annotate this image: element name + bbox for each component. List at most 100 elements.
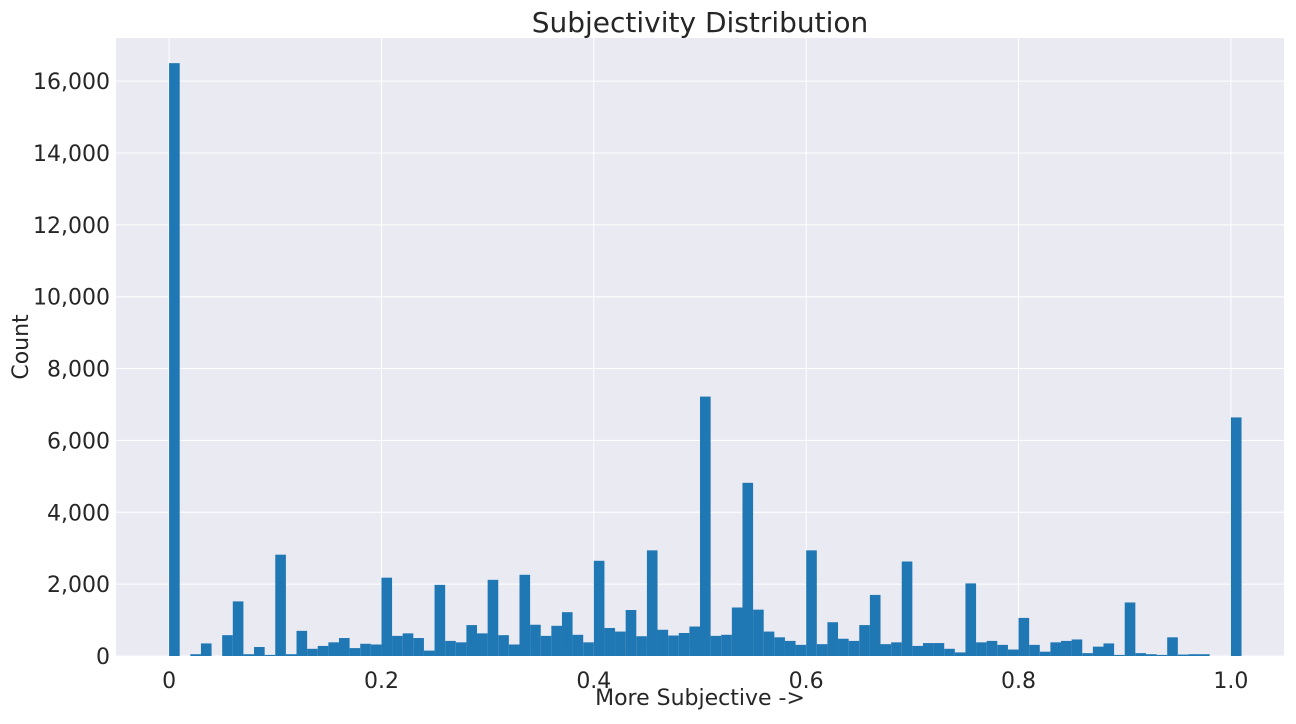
histogram-bar [1177,654,1189,656]
histogram-bar [530,624,541,656]
histogram-bar [370,644,382,656]
histogram-bar [869,594,881,656]
x-axis-label: More Subjective -> [595,686,805,711]
histogram-bar [1071,639,1083,656]
x-tick-label: 0.2 [364,669,399,694]
histogram-bar [700,396,711,656]
x-tick-label: 0.4 [576,669,611,694]
histogram-bar [838,638,849,656]
histogram-bar [519,574,531,656]
histogram-bar [349,648,361,656]
histogram-bar [254,647,265,656]
histogram-bar [264,654,276,656]
histogram-bar [954,652,966,656]
histogram-bar [200,643,212,656]
histogram-bar [636,636,647,656]
histogram-bar [1156,654,1168,656]
histogram-bar [1029,644,1040,656]
histogram-bar [880,644,892,656]
histogram-bar [392,635,403,656]
histogram-bar [657,629,669,656]
histogram-bar [986,640,998,656]
histogram-bar [1124,602,1136,656]
histogram-bar [498,635,509,656]
histogram-bar [710,635,722,656]
histogram-bar [742,482,754,656]
x-tick-label: 0 [162,669,176,694]
histogram-bar [381,577,393,656]
x-tick-label: 1.0 [1213,669,1248,694]
y-axis-label: Count [9,314,34,380]
histogram-bar [646,550,658,656]
histogram-bar [455,642,467,656]
histogram-bar [402,633,414,656]
histogram-bar [328,642,339,656]
histogram-bar [1061,640,1072,656]
histogram-bar [1039,651,1051,656]
histogram-bar [1018,617,1030,656]
histogram-bar [784,640,796,656]
histogram-bar [1103,643,1115,656]
histogram-bar [604,627,616,656]
histogram-bar [540,635,552,656]
histogram-bar [1135,653,1146,656]
histogram-bar [753,609,764,656]
histogram-bar [721,634,732,656]
histogram-bar [296,630,308,656]
histogram-bar [243,654,255,656]
y-tick-label: 14,000 [33,142,110,167]
histogram-bar [689,626,700,656]
histogram-bar [1092,646,1104,656]
histogram-bar [944,648,955,656]
histogram-bar [615,631,626,656]
histogram-bar [413,638,424,656]
histogram-bar [583,642,594,656]
y-tick-label: 12,000 [33,214,110,239]
histogram-bar [795,644,807,656]
histogram-bar [901,561,913,656]
histogram-bar [1082,653,1093,656]
histogram-bar [561,612,573,656]
histogram-bar [466,625,478,656]
histogram-bar [190,654,201,656]
y-tick-label: 6,000 [47,429,110,454]
y-tick-label: 10,000 [33,286,110,311]
y-tick-label: 16,000 [33,70,110,95]
histogram-bar [423,650,435,656]
histogram-bar [285,654,297,656]
histogram-bar [827,622,839,656]
x-tick-label: 0.6 [789,669,824,694]
histogram-bar [933,643,945,656]
histogram-bar [169,63,180,656]
histogram-bar [275,554,286,656]
histogram-bar [1145,654,1157,656]
histogram-bar [551,625,562,656]
histogram-bar [487,579,499,656]
histogram-bar [1199,654,1210,656]
histogram-bar [859,625,870,656]
histogram-bar [731,607,743,656]
histogram-bar [1050,642,1062,656]
histogram-bar [678,633,690,656]
histogram-bar [997,644,1008,656]
histogram-bar [508,644,520,656]
y-tick-label: 4,000 [47,501,110,526]
y-tick-label: 8,000 [47,358,110,383]
histogram-bar [816,644,828,656]
y-tick-label: 0 [96,645,110,670]
histogram-bar [445,640,456,656]
histogram-bar [1114,654,1125,656]
histogram-bar [572,634,584,656]
histogram-bar [222,635,233,656]
histogram-bar [922,643,934,656]
histogram-bar [763,631,775,656]
histogram-bar [1230,417,1242,656]
histogram-bar [317,645,329,656]
histogram-bar [1007,649,1019,656]
histogram-bar [338,638,350,656]
histogram-bar [593,560,605,656]
x-tick-label: 0.8 [1001,669,1036,694]
chart-title: Subjectivity Distribution [532,6,869,39]
